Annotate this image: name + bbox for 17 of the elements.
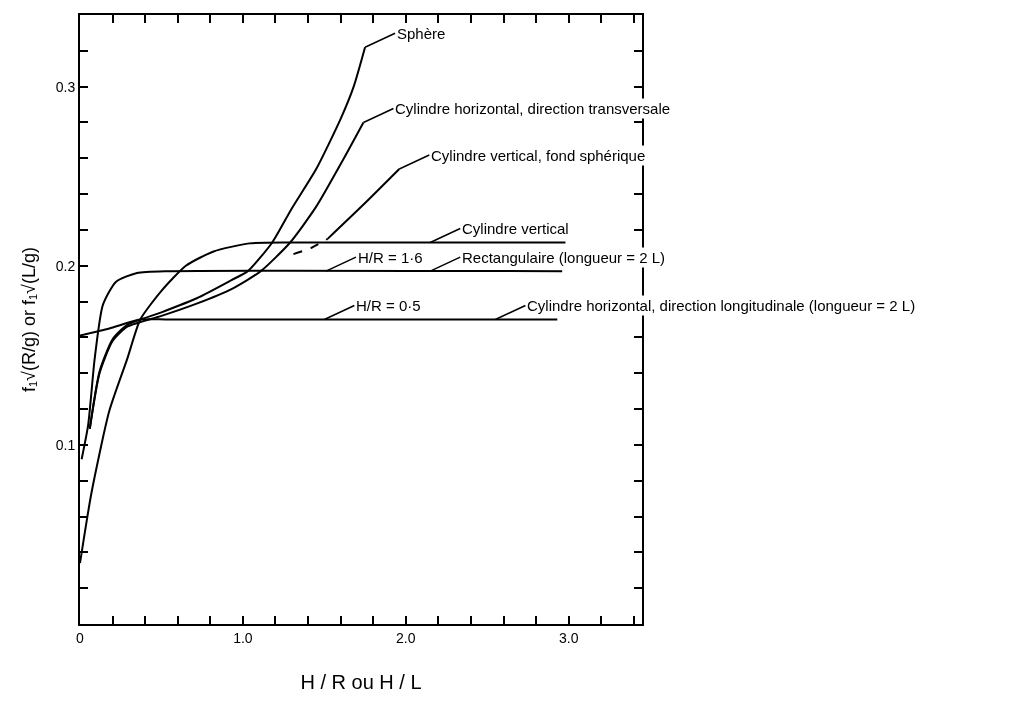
x-tick-label: 2.0 [396,629,416,646]
annotation: Rectangulaire (longueur = 2 L) [462,249,666,266]
y-tick-label: 0.1 [55,436,76,453]
annotation: H/R = 1·6 [358,249,423,266]
x-axis-title: H / R ou H / L [300,670,422,693]
y-tick-label: 0.3 [55,78,76,95]
x-tick-label: 3.0 [558,629,579,646]
annotation: Cylindre horizontal, direction longitudinale (longueur = 2 L) [527,297,916,314]
y-tick-label: 0.2 [55,257,76,274]
annotation: H/R = 0·5 [356,297,421,314]
annotation: Sphère [397,25,446,42]
x-tick-label: 1.0 [233,629,253,646]
annotation: Cylindre vertical, fond sphérique [431,147,646,164]
y-axis-title: f₁√(R/g) or f₁√(L/g) [19,247,40,392]
annotation: Cylindre vertical [462,220,569,237]
x-tick-label: 0 [76,629,85,646]
annotation: Cylindre horizontal, direction transversale [395,100,671,117]
